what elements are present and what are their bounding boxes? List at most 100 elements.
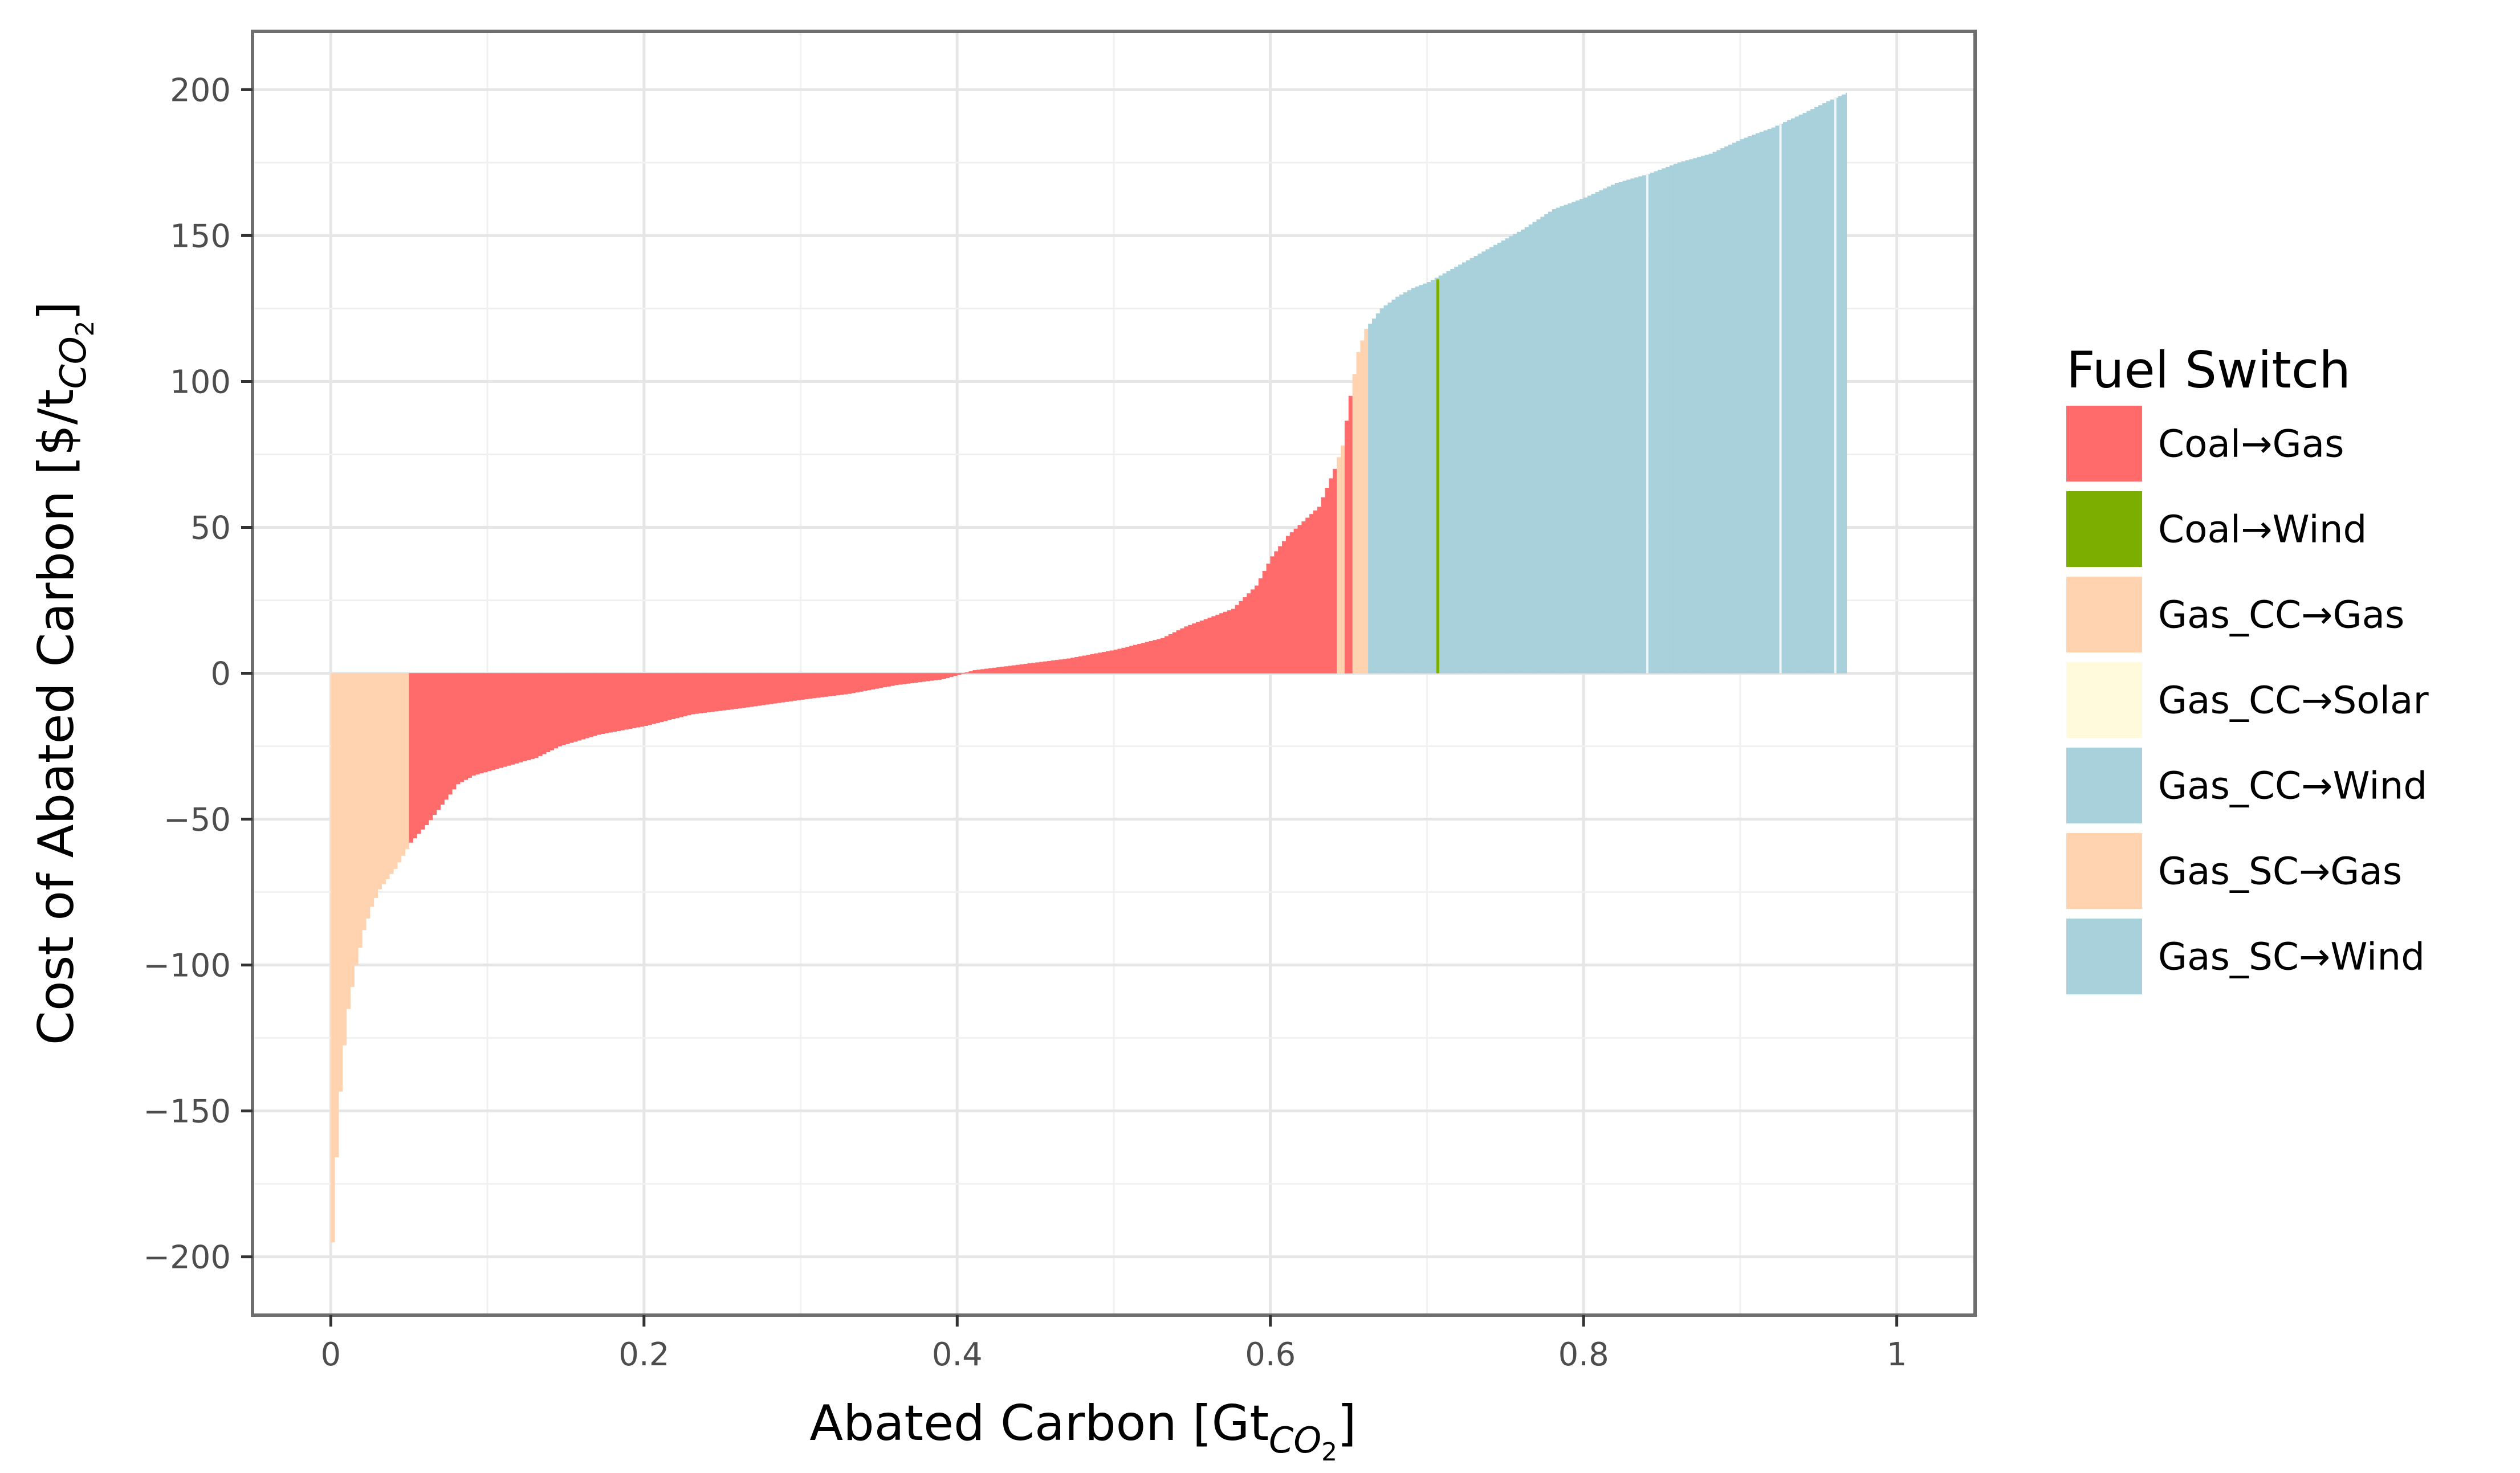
bar (855, 673, 860, 693)
x-tick-label: 1 (1887, 1336, 1907, 1373)
x-axis-title-sub2: 2 (1321, 1438, 1337, 1467)
bar (1027, 663, 1032, 674)
bar (726, 673, 731, 710)
bar (710, 673, 715, 712)
bar (964, 672, 970, 674)
bar (820, 673, 825, 697)
bar (549, 673, 555, 750)
bar (1700, 156, 1705, 674)
bar (1838, 96, 1842, 674)
bar (409, 673, 413, 843)
legend-label: Gas_CC→Wind (2158, 764, 2427, 808)
bar (687, 673, 691, 716)
bar (1282, 541, 1287, 674)
bar (1297, 525, 1302, 674)
bar (1501, 240, 1506, 674)
bar (1062, 659, 1067, 674)
bar (1141, 643, 1146, 674)
bar (350, 673, 355, 988)
bar (738, 673, 742, 709)
bar (1564, 205, 1569, 674)
bar (479, 673, 484, 774)
x-axis-title-main: Abated Carbon [Gt (809, 1395, 1269, 1452)
bar (405, 673, 410, 850)
bar (1802, 113, 1807, 674)
bar (1599, 190, 1603, 674)
bar (1524, 227, 1529, 674)
y-tick-label: 100 (170, 364, 231, 401)
bar (800, 673, 805, 700)
bar (1325, 488, 1330, 674)
bar (1188, 625, 1192, 674)
bar (1842, 94, 1846, 674)
bar (816, 673, 821, 698)
bar (612, 673, 617, 732)
bar (972, 670, 977, 674)
bar (671, 673, 676, 720)
bar (644, 673, 648, 726)
bar (636, 673, 641, 728)
bar (1329, 478, 1333, 674)
bar (1387, 302, 1392, 674)
bar (624, 673, 629, 730)
bar (455, 673, 461, 785)
bar (1274, 551, 1279, 674)
bar (874, 673, 880, 689)
bar (608, 673, 613, 733)
bar (1438, 275, 1443, 674)
bar (1787, 120, 1792, 674)
legend-title: Fuel Switch (2066, 341, 2351, 399)
bar (1806, 111, 1811, 674)
bar (1133, 644, 1138, 674)
bar (1008, 666, 1012, 674)
bar (1176, 630, 1181, 674)
bar (1379, 308, 1385, 674)
bar (706, 673, 711, 713)
bar (1399, 294, 1404, 674)
bar (1309, 514, 1314, 674)
legend-label: Gas_SC→Gas (2158, 850, 2402, 893)
bar (545, 673, 551, 753)
bar (984, 668, 989, 674)
x-tick-label: 0 (321, 1336, 341, 1373)
x-tick-label: 0.8 (1558, 1336, 1609, 1373)
bar (956, 673, 962, 675)
bar (1219, 613, 1224, 674)
bar (1227, 610, 1232, 674)
bar (557, 673, 562, 746)
bar (788, 673, 793, 701)
bar (1293, 528, 1298, 674)
bar (769, 673, 773, 704)
bar (1610, 185, 1615, 674)
legend-items: Coal→Gas Coal→Wind Gas_CC→Gas Gas_CC→Solar G… (2066, 406, 2429, 994)
bar (1771, 127, 1776, 674)
bar (373, 673, 378, 899)
bar (836, 673, 840, 696)
bar (918, 673, 922, 683)
bar (1783, 122, 1788, 674)
bar (385, 673, 390, 879)
bar (1051, 660, 1056, 674)
bar (1117, 648, 1122, 674)
bar (507, 673, 511, 766)
x-tick-label: 0.2 (618, 1336, 669, 1373)
bar (937, 673, 942, 680)
bar (401, 673, 406, 856)
bar (1086, 655, 1091, 674)
bar (1113, 650, 1118, 674)
bar (424, 673, 429, 826)
bar (467, 673, 472, 778)
bar (1622, 181, 1627, 674)
bar (1407, 290, 1412, 674)
bar (1681, 161, 1686, 674)
bar (1094, 653, 1098, 674)
bar (894, 673, 899, 686)
bar (1489, 247, 1494, 674)
bar (1732, 142, 1737, 674)
bar (1137, 643, 1142, 674)
bar (953, 673, 958, 676)
bar (1756, 133, 1760, 674)
bar (1568, 203, 1572, 674)
bar (1372, 319, 1377, 674)
bar (914, 673, 918, 683)
